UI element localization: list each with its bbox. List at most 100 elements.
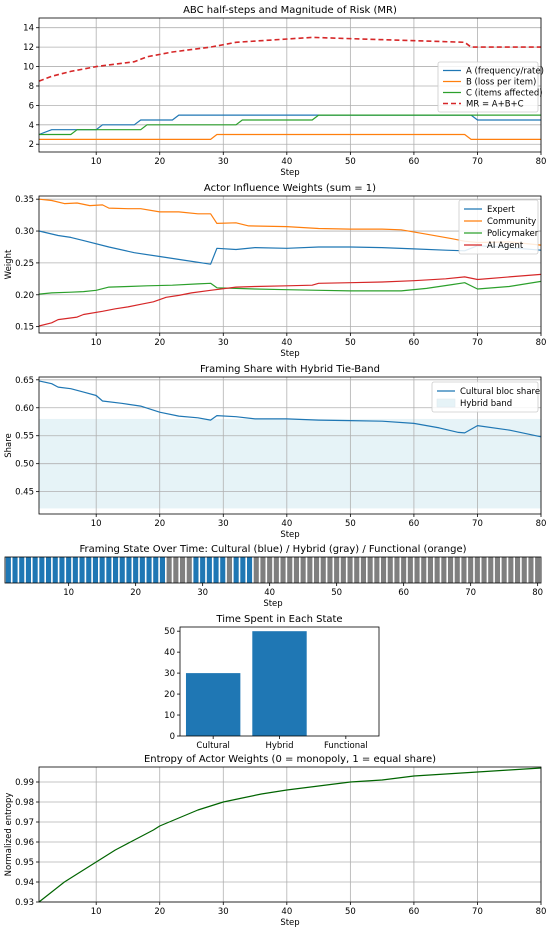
y-tick-label: 0.15 [15,323,34,333]
state-cell-cultural [220,557,226,583]
x-tick-label: Functional [324,741,368,751]
bar-hybrid [252,631,307,736]
state-cell-hybrid [501,557,507,583]
x-tick-label: 60 [408,907,419,917]
y-tick-label: 0.99 [15,778,34,788]
x-tick-label: 10 [63,588,74,598]
x-tick-label: 20 [130,588,141,598]
state-cell-hybrid [267,557,273,583]
state-cell-cultural [200,557,206,583]
y-tick-label: 0.25 [15,259,34,269]
state-cell-hybrid [300,557,306,583]
state-cell-cultural [153,557,159,583]
x-tick-label: 50 [345,157,356,167]
state-cell-hybrid [488,557,494,583]
y-tick-label: 12 [23,43,34,53]
state-cell-hybrid [327,557,333,583]
x-tick-label: 40 [281,338,292,348]
x-tick-label: 10 [91,907,102,917]
x-tick-label: 40 [281,519,292,529]
legend-entry: MR = A+B+C [466,100,524,110]
state-cell-cultural [119,557,125,583]
axes-frame [38,376,542,515]
x-tick-label: 80 [532,588,543,598]
state-cell-hybrid [334,557,340,583]
axes-frame [38,195,542,334]
x-tick-label: 10 [91,157,102,167]
state-cell-cultural [46,557,52,583]
y-axis-label: Share [4,433,14,458]
chart-title: Actor Influence Weights (sum = 1) [204,183,376,194]
state-cell-hybrid [381,557,387,583]
state-cell-hybrid [340,557,346,583]
legend-entry: A (frequency/rate) [466,67,544,77]
state-cell-hybrid [360,557,366,583]
state-cell-cultural [86,557,92,583]
x-axis-label: Step [280,530,299,540]
state-cell-hybrid [521,557,527,583]
state-cell-cultural [213,557,219,583]
state-cell-hybrid [173,557,179,583]
y-tick-label: 0.93 [15,898,34,908]
state-cell-hybrid [528,557,534,583]
plot-area-3 [5,557,541,583]
state-cell-hybrid [260,557,266,583]
x-tick-label: 80 [536,157,547,167]
series-line-community [38,198,542,246]
state-cell-cultural [133,557,139,583]
series-line-b-loss-per-item- [39,133,541,140]
x-tick-label: 10 [91,338,102,348]
x-axis-label: Step [280,349,299,359]
series-line-policymaker [38,280,542,295]
y-tick-label: 50 [164,627,175,637]
axes-frame [38,17,542,153]
x-tick-label: 40 [281,907,292,917]
state-cell-cultural [52,557,58,583]
state-cell-hybrid [314,557,320,583]
y-axis-label: Weight [4,249,14,279]
y-tick-label: 10 [164,711,175,721]
series-line-ai-agent [38,273,542,327]
state-cell-cultural [193,557,199,583]
state-cell-cultural [92,557,98,583]
x-tick-label: 20 [154,519,165,529]
x-tick-label: 20 [154,907,165,917]
chart-title: Framing State Over Time: Cultural (blue)… [79,544,466,555]
y-tick-label: 0 [170,732,175,742]
series-line-cultural-bloc-share [38,380,542,438]
state-cell-cultural [5,557,11,583]
plot-area-1 [39,196,541,333]
state-cell-cultural [106,557,112,583]
state-cell-cultural [72,557,78,583]
y-tick-label: 0.96 [15,838,34,848]
y-tick-label: 0.94 [15,878,34,888]
state-cell-cultural [233,557,239,583]
y-tick-label: 0.60 [15,404,34,414]
state-cell-cultural [59,557,65,583]
series-line-entropy [38,767,542,903]
y-tick-label: 8 [29,82,34,92]
state-cell-cultural [159,557,165,583]
state-cell-hybrid [180,557,186,583]
state-cell-cultural [25,557,31,583]
legend-entry: Cultural bloc share [460,387,540,397]
legend-entry: C (items affected) [466,89,543,99]
state-cell-cultural [139,557,145,583]
x-tick-label: 30 [218,338,229,348]
state-cell-cultural [32,557,38,583]
y-tick-label: 0.55 [15,432,34,442]
y-tick-label: 0.65 [15,376,34,386]
chart-title: Entropy of Actor Weights (0 = monopoly, … [144,754,436,765]
y-tick-label: 0.45 [15,488,34,498]
state-cell-hybrid [273,557,279,583]
y-tick-label: 0.30 [15,227,34,237]
state-cell-hybrid [394,557,400,583]
chart-title: Time Spent in Each State [215,614,342,625]
y-tick-label: 0.20 [15,291,34,301]
state-cell-hybrid [367,557,373,583]
series-line-c-items-affected- [39,114,541,136]
state-cell-hybrid [421,557,427,583]
legend-box [437,61,539,113]
axes-frame [38,766,542,903]
